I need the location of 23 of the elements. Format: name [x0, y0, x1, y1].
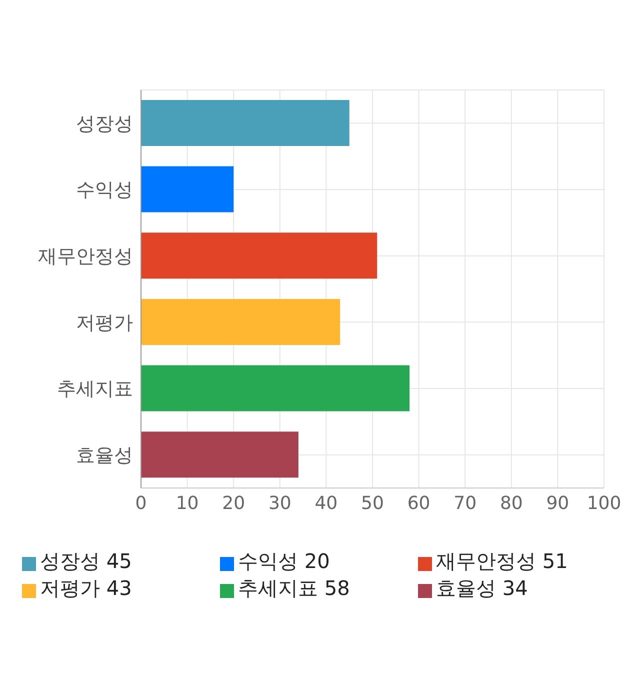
y-tick-label: 성장성	[76, 112, 133, 135]
x-tick-label: 0	[135, 492, 147, 514]
legend-label: 수익성 20	[238, 548, 331, 575]
legend-label: 추세지표 58	[238, 575, 351, 602]
x-tick-label: 80	[500, 492, 523, 514]
x-tick-label: 50	[361, 492, 384, 514]
legend-label: 효율성 34	[436, 575, 529, 602]
x-tick-label: 100	[586, 492, 622, 514]
legend-label: 성장성 45	[40, 548, 133, 575]
x-tick-label: 20	[222, 492, 246, 514]
legend-label: 재무안정성 51	[436, 548, 569, 575]
legend-label: 저평가 43	[40, 575, 133, 602]
y-tick-label: 수익성	[76, 179, 133, 202]
x-tick-label: 10	[176, 492, 199, 514]
x-tick-label: 30	[268, 492, 292, 514]
y-tick-label: 재무안정성	[38, 246, 133, 268]
y-tick-label: 효율성	[76, 444, 133, 467]
y-tick-label: 저평가	[76, 312, 133, 334]
x-tick-label: 40	[314, 492, 338, 514]
x-tick-label: 70	[454, 492, 477, 514]
x-tick-label: 60	[407, 492, 430, 514]
y-tick-label: 추세지표	[57, 378, 133, 400]
x-tick-label: 90	[546, 492, 570, 514]
